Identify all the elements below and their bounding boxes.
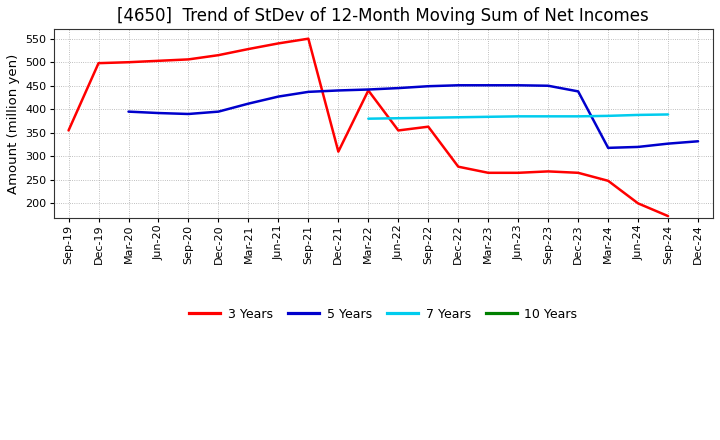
5 Years xyxy=(274,94,283,99)
5 Years xyxy=(484,83,492,88)
3 Years xyxy=(544,169,552,174)
7 Years xyxy=(664,112,672,117)
3 Years xyxy=(364,88,373,93)
3 Years xyxy=(154,58,163,63)
3 Years xyxy=(64,128,73,133)
5 Years xyxy=(154,110,163,116)
Line: 3 Years: 3 Years xyxy=(68,39,668,216)
3 Years xyxy=(274,41,283,46)
5 Years xyxy=(664,141,672,146)
7 Years xyxy=(454,115,462,120)
3 Years xyxy=(214,52,222,58)
3 Years xyxy=(334,149,343,154)
5 Years xyxy=(364,87,373,92)
5 Years xyxy=(454,83,462,88)
5 Years xyxy=(544,83,552,88)
3 Years xyxy=(574,170,582,176)
5 Years xyxy=(574,89,582,94)
3 Years xyxy=(664,213,672,219)
5 Years xyxy=(634,144,642,150)
3 Years xyxy=(424,124,433,129)
7 Years xyxy=(544,114,552,119)
7 Years xyxy=(394,116,402,121)
5 Years xyxy=(334,88,343,93)
5 Years xyxy=(424,84,433,89)
3 Years xyxy=(634,201,642,206)
Legend: 3 Years, 5 Years, 7 Years, 10 Years: 3 Years, 5 Years, 7 Years, 10 Years xyxy=(184,303,582,326)
5 Years xyxy=(214,109,222,114)
3 Years xyxy=(514,170,523,176)
3 Years xyxy=(94,61,103,66)
5 Years xyxy=(694,139,703,144)
7 Years xyxy=(574,114,582,119)
3 Years xyxy=(304,36,312,41)
3 Years xyxy=(184,57,193,62)
3 Years xyxy=(394,128,402,133)
3 Years xyxy=(244,46,253,51)
5 Years xyxy=(394,85,402,91)
Title: [4650]  Trend of StDev of 12-Month Moving Sum of Net Incomes: [4650] Trend of StDev of 12-Month Moving… xyxy=(117,7,649,25)
7 Years xyxy=(484,114,492,119)
3 Years xyxy=(124,59,132,65)
7 Years xyxy=(634,112,642,117)
7 Years xyxy=(514,114,523,119)
5 Years xyxy=(604,145,613,150)
5 Years xyxy=(184,111,193,117)
3 Years xyxy=(604,178,613,183)
5 Years xyxy=(124,109,132,114)
5 Years xyxy=(304,89,312,95)
3 Years xyxy=(454,164,462,169)
5 Years xyxy=(244,101,253,106)
Line: 7 Years: 7 Years xyxy=(369,114,668,119)
7 Years xyxy=(364,116,373,121)
7 Years xyxy=(604,113,613,118)
5 Years xyxy=(514,83,523,88)
7 Years xyxy=(424,115,433,121)
Line: 5 Years: 5 Years xyxy=(128,85,698,148)
Y-axis label: Amount (million yen): Amount (million yen) xyxy=(7,53,20,194)
3 Years xyxy=(484,170,492,176)
